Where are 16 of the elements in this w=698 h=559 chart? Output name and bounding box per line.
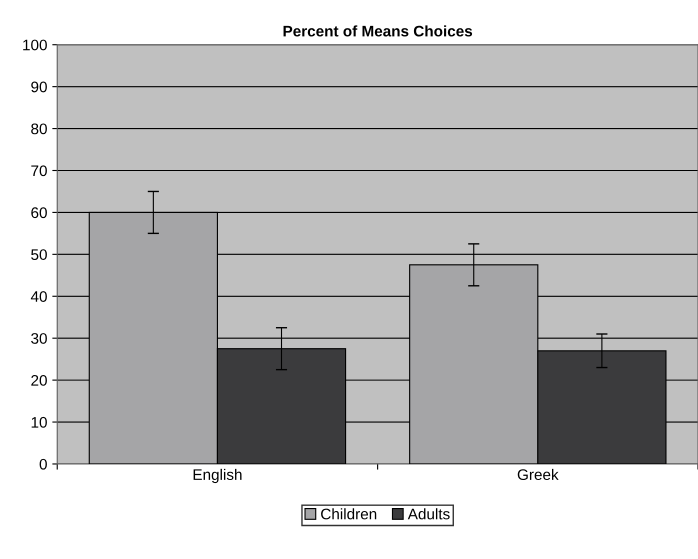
- x-tick-label: Greek: [518, 468, 559, 480]
- y-tick-label: 90: [31, 82, 47, 92]
- y-tick-label: 100: [23, 40, 47, 50]
- y-tick-label: 10: [32, 416, 47, 428]
- y-tick-label: 60: [31, 207, 47, 218]
- y-tick-label: 30: [31, 333, 47, 344]
- y-tick-label: 50: [31, 249, 47, 260]
- y-tick-label: 0: [40, 458, 47, 470]
- legend-label: Adults: [408, 508, 450, 520]
- legend-label: Children: [321, 508, 376, 520]
- x-tick-label: English: [194, 468, 242, 484]
- y-tick-label: 40: [30, 291, 47, 302]
- y-tick-label: 70: [31, 165, 47, 176]
- chart-title: Percent of Means Choices: [284, 25, 472, 37]
- y-tick-label: 20: [31, 374, 47, 386]
- y-tick-label: 80: [31, 123, 47, 134]
